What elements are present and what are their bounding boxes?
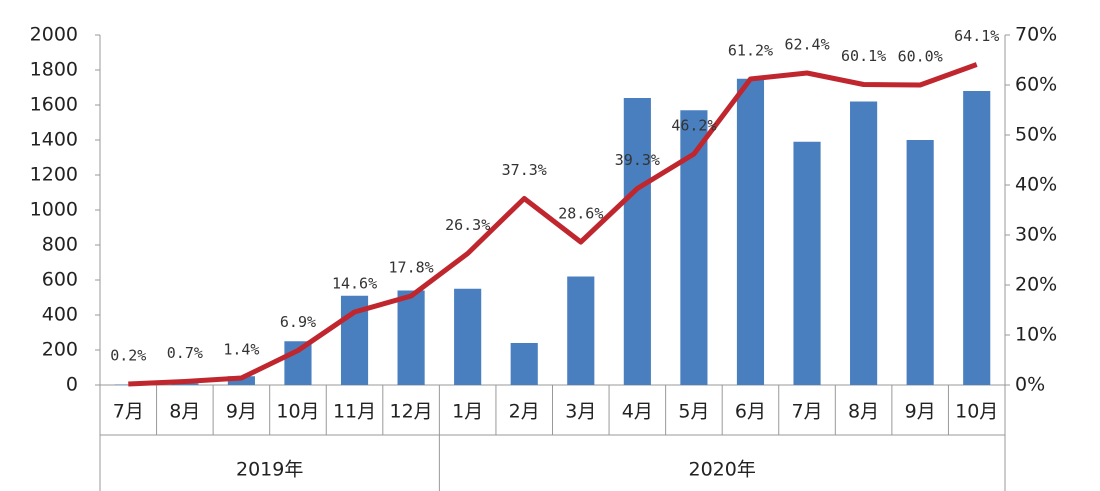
x-tick-label: 8月 (848, 401, 879, 423)
bar (171, 383, 199, 385)
bar (510, 343, 538, 385)
y-tick-label: 1600 (30, 94, 78, 116)
y2-tick-label: 30% (1015, 224, 1057, 246)
group-label: 2020年 (689, 459, 756, 481)
y-tick-label: 1400 (30, 129, 78, 151)
value-label: 1.4% (223, 341, 259, 359)
value-label: 0.7% (167, 344, 203, 362)
x-tick-label: 7月 (113, 401, 144, 423)
y2-tick-label: 10% (1015, 324, 1057, 346)
value-label: 61.2% (728, 42, 773, 60)
value-label: 60.1% (841, 47, 886, 65)
x-tick-label: 7月 (791, 401, 822, 423)
y-tick-label: 1800 (30, 59, 78, 81)
y2-tick-label: 20% (1015, 274, 1057, 296)
bar (454, 288, 482, 385)
y2-tick-label: 40% (1015, 174, 1057, 196)
bar (227, 376, 255, 385)
x-tick-label: 11月 (333, 401, 376, 423)
value-label: 39.3% (615, 151, 660, 169)
bar (793, 141, 821, 385)
bar (397, 290, 425, 385)
value-label: 64.1% (954, 27, 999, 45)
bar (736, 78, 765, 385)
value-label: 46.2% (671, 117, 716, 135)
x-tick-label: 9月 (905, 401, 936, 423)
y2-tick-label: 0% (1015, 374, 1045, 396)
group-label: 2019年 (236, 459, 303, 481)
x-tick-label: 5月 (678, 401, 709, 423)
x-tick-label: 2月 (509, 401, 540, 423)
bar (850, 101, 878, 385)
value-label: 62.4% (784, 36, 829, 54)
line (128, 62, 978, 387)
x-tick-label: 9月 (226, 401, 257, 423)
value-label: 6.9% (280, 313, 316, 331)
bar (906, 140, 934, 385)
y-tick-label: 800 (42, 234, 78, 256)
x-tick-label: 4月 (622, 401, 653, 423)
bar (623, 98, 651, 385)
x-tick-label: 8月 (169, 401, 200, 423)
value-label: 28.6% (558, 205, 603, 223)
value-label: 0.2% (110, 347, 146, 365)
bar (963, 91, 991, 385)
y2-tick-label: 50% (1015, 124, 1057, 146)
value-label: 37.3% (502, 161, 547, 179)
x-tick-label: 6月 (735, 401, 766, 423)
value-label: 26.3% (445, 216, 490, 234)
bar (114, 384, 142, 385)
x-tick-label: 10月 (955, 401, 998, 423)
y2-tick-label: 70% (1015, 24, 1057, 46)
x-tick-label: 10月 (276, 401, 319, 423)
y-tick-label: 0 (66, 374, 78, 396)
y-tick-label: 2000 (30, 24, 78, 46)
y-tick-label: 600 (42, 269, 78, 291)
value-label: 17.8% (389, 259, 434, 277)
value-label: 60.0% (898, 48, 943, 66)
bar (567, 276, 595, 385)
y-tick-label: 1200 (30, 164, 78, 186)
x-tick-label: 12月 (390, 401, 433, 423)
y2-tick-label: 60% (1015, 74, 1057, 96)
x-tick-label: 1月 (452, 401, 483, 423)
x-tick-label: 3月 (565, 401, 596, 423)
y-tick-label: 200 (42, 339, 78, 361)
y-tick-label: 400 (42, 304, 78, 326)
y-tick-label: 1000 (30, 199, 78, 221)
value-label: 14.6% (332, 275, 377, 293)
